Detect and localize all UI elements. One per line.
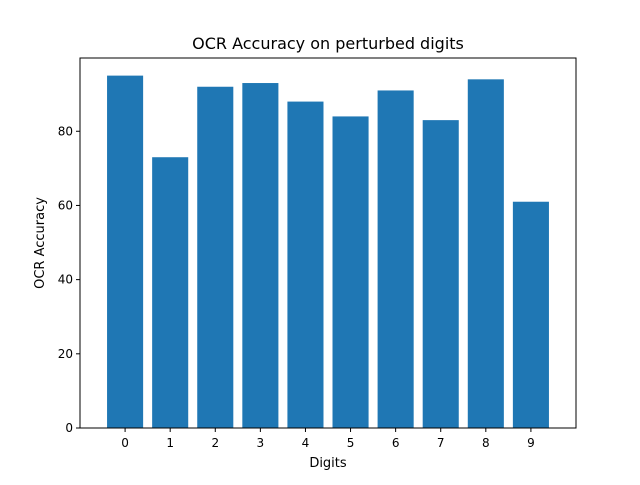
- bar-2: [197, 86, 234, 429]
- y-axis-label: OCR Accuracy: [33, 197, 48, 289]
- x-axis-label: Digits: [309, 456, 347, 471]
- y-tick-label-80: 80: [58, 124, 73, 138]
- bar-5: [332, 116, 369, 428]
- bars-group: [107, 75, 549, 429]
- bar-9: [512, 201, 549, 428]
- y-tick-label-20: 20: [58, 347, 73, 361]
- y-tick-label-60: 60: [58, 198, 73, 212]
- bar-1: [152, 157, 189, 428]
- x-tick-label-7: 7: [437, 436, 445, 450]
- y-tick-label-0: 0: [65, 421, 73, 435]
- chart-title: OCR Accuracy on perturbed digits: [192, 34, 464, 53]
- bar-6: [377, 90, 414, 428]
- x-tick-label-2: 2: [211, 436, 219, 450]
- x-tick-label-6: 6: [392, 436, 400, 450]
- x-axis-ticks: 0 1 2 3 4 5 6 7 8 9: [121, 428, 535, 450]
- bar-0: [107, 75, 144, 428]
- bar-4: [287, 101, 324, 429]
- x-tick-label-3: 3: [257, 436, 265, 450]
- x-tick-label-1: 1: [166, 436, 174, 450]
- y-tick-label-40: 40: [58, 273, 73, 287]
- plot-frame: [79, 57, 577, 429]
- x-tick-label-0: 0: [121, 436, 129, 450]
- bar-3: [242, 83, 279, 428]
- bar-7: [422, 120, 459, 429]
- x-tick-label-4: 4: [302, 436, 310, 450]
- y-axis-ticks: 0 20 40 60 80: [58, 124, 80, 435]
- x-tick-label-9: 9: [527, 436, 535, 450]
- bar-8: [467, 79, 504, 429]
- x-tick-label-8: 8: [482, 436, 490, 450]
- x-tick-label-5: 5: [347, 436, 355, 450]
